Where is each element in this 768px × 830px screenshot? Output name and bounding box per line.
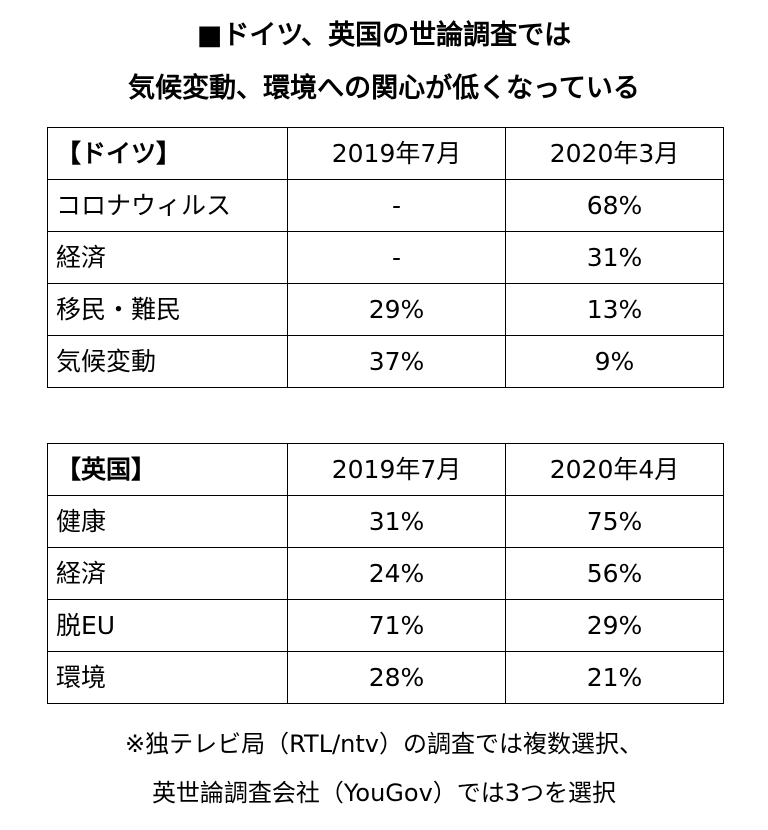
title-line-2: 気候変動、環境への関心が低くなっている [128, 73, 640, 104]
table-row: 経済 24% 56% [47, 547, 724, 600]
header-cell-country: 【ドイツ】 [47, 127, 288, 180]
table-row: 健康 31% 75% [47, 495, 724, 548]
value-2019: 28% [287, 651, 506, 704]
germany-survey-table: 【ドイツ】 2019年7月 2020年3月 コロナウィルス - 68% 経済 -… [47, 127, 724, 388]
row-label: 気候変動 [47, 335, 288, 388]
value-2020: 29% [505, 599, 724, 652]
table-row: 移民・難民 29% 13% [47, 283, 724, 336]
value-2019: 37% [287, 335, 506, 388]
table-row: 脱EU 71% 29% [47, 599, 724, 652]
value-2019: 71% [287, 599, 506, 652]
value-2020: 68% [505, 179, 724, 232]
value-2019: - [287, 231, 506, 284]
value-2020: 9% [505, 335, 724, 388]
uk-survey-table: 【英国】 2019年7月 2020年4月 健康 31% 75% 経済 24% 5… [47, 443, 724, 704]
value-2019: 24% [287, 547, 506, 600]
header-cell-2019: 2019年7月 [287, 443, 506, 496]
row-label: 経済 [47, 547, 288, 600]
footnote-line-1: ※独テレビ局（RTL/ntv）の調査では複数選択、 [125, 730, 643, 758]
table-row: 環境 28% 21% [47, 651, 724, 704]
value-2020: 75% [505, 495, 724, 548]
table-row: コロナウィルス - 68% [47, 179, 724, 232]
row-label: コロナウィルス [47, 179, 288, 232]
row-label: 環境 [47, 651, 288, 704]
value-2020: 31% [505, 231, 724, 284]
header-cell-2020: 2020年3月 [505, 127, 724, 180]
value-2019: 29% [287, 283, 506, 336]
header-cell-2020: 2020年4月 [505, 443, 724, 496]
value-2019: - [287, 179, 506, 232]
row-label: 移民・難民 [47, 283, 288, 336]
table-row: 気候変動 37% 9% [47, 335, 724, 388]
row-label: 経済 [47, 231, 288, 284]
value-2019: 31% [287, 495, 506, 548]
table-row: 経済 - 31% [47, 231, 724, 284]
footnote-line-2: 英世論調査会社（YouGov）では3つを選択 [151, 779, 617, 807]
header-cell-country: 【英国】 [47, 443, 288, 496]
value-2020: 21% [505, 651, 724, 704]
row-label: 脱EU [47, 599, 288, 652]
table-header-row: 【ドイツ】 2019年7月 2020年3月 [47, 127, 724, 180]
row-label: 健康 [47, 495, 288, 548]
title-line-1: ■ドイツ、英国の世論調査では [196, 20, 572, 51]
header-cell-2019: 2019年7月 [287, 127, 506, 180]
table-header-row: 【英国】 2019年7月 2020年4月 [47, 443, 724, 496]
value-2020: 56% [505, 547, 724, 600]
value-2020: 13% [505, 283, 724, 336]
